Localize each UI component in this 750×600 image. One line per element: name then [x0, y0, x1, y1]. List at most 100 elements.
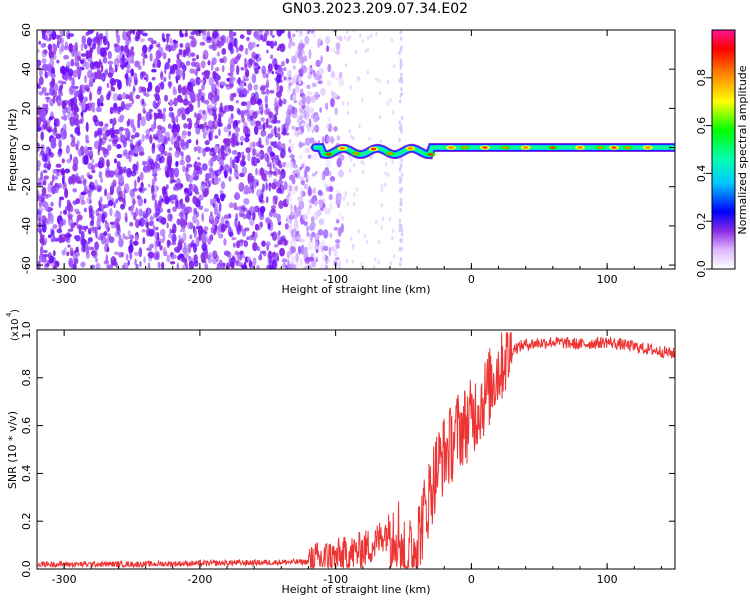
noise-cell: [217, 40, 222, 49]
noise-cell: [99, 196, 103, 204]
noise-cell: [313, 211, 320, 220]
noise-cell: [122, 233, 126, 239]
noise-cell: [169, 169, 174, 175]
noise-cell: [380, 225, 383, 230]
noise-cell: [138, 187, 144, 192]
noise-cell: [242, 264, 248, 269]
noise-cell: [286, 88, 291, 94]
noise-cell: [311, 173, 316, 177]
noise-cell: [399, 162, 403, 168]
noise-cell: [224, 220, 230, 229]
noise-cell: [188, 185, 192, 194]
noise-cell: [300, 163, 305, 169]
noise-cell: [212, 152, 217, 162]
noise-cell: [93, 61, 100, 68]
noise-cell: [140, 116, 146, 127]
noise-cell: [166, 222, 169, 229]
noise-cell: [248, 81, 252, 90]
snr-panel: -300 -200 -100 0 100 0.0 0.2 0.4 0.6 0.8 1.0 Heigh…: [5, 309, 676, 596]
noise-cell: [57, 34, 62, 45]
noise-cell: [331, 92, 338, 99]
noise-cell: [270, 205, 277, 210]
noise-cell: [303, 174, 308, 178]
noise-cell: [163, 37, 166, 42]
x-tick-label: -100: [323, 573, 348, 586]
noise-cell: [52, 43, 58, 53]
noise-cell: [400, 172, 404, 178]
noise-cell: [116, 223, 121, 232]
noise-cell: [324, 264, 329, 269]
noise-cell: [399, 30, 402, 35]
noise-cell: [217, 171, 222, 175]
noise-cell: [137, 139, 142, 146]
noise-cell: [281, 161, 287, 168]
noise-cell: [63, 209, 68, 215]
noise-cell: [94, 163, 98, 168]
noise-cell: [179, 30, 183, 38]
noise-cell: [80, 53, 86, 57]
noise-cell: [209, 128, 214, 134]
noise-cell: [252, 210, 256, 221]
noise-cell: [343, 35, 346, 40]
noise-cell: [175, 76, 179, 84]
noise-cell: [116, 144, 122, 149]
noise-cell: [300, 187, 304, 198]
noise-cell: [227, 72, 234, 76]
noise-cell: [138, 30, 143, 35]
noise-cell: [95, 106, 101, 113]
noise-cell: [218, 154, 222, 159]
noise-cell: [80, 84, 86, 95]
noise-cell: [88, 81, 94, 88]
noise-cell: [281, 60, 285, 67]
noise-cell: [287, 259, 290, 269]
noise-cell: [100, 177, 103, 184]
noise-cell: [335, 35, 342, 40]
noise-cell: [107, 233, 112, 240]
noise-cell: [267, 171, 273, 178]
noise-cell: [158, 145, 164, 153]
noise-cell: [148, 127, 152, 132]
noise-cell: [251, 51, 257, 59]
noise-cell: [162, 111, 166, 123]
noise-cell: [109, 190, 113, 196]
noise-cell: [152, 135, 159, 140]
noise-cell: [86, 37, 92, 47]
noise-cell: [44, 194, 49, 199]
noise-cell: [120, 137, 127, 143]
noise-cell: [243, 198, 250, 205]
noise-cell: [109, 207, 113, 217]
noise-cell: [47, 163, 52, 168]
noise-cell: [73, 112, 79, 122]
noise-cell: [205, 146, 211, 152]
noise-cell: [212, 197, 217, 204]
noise-cell: [117, 106, 124, 112]
noise-cell: [105, 130, 111, 137]
noise-cell: [198, 205, 204, 211]
noise-cell: [38, 91, 44, 96]
noise-cell: [256, 57, 262, 62]
noise-cell: [114, 43, 121, 53]
noise-cell: [228, 176, 232, 182]
noise-cell: [98, 203, 105, 213]
noise-cell: [359, 33, 362, 38]
noise-cell: [113, 129, 120, 135]
noise-cell: [381, 216, 385, 222]
noise-cell: [196, 162, 202, 167]
noise-cell: [44, 263, 50, 267]
tone-hotspot: [353, 152, 359, 155]
noise-cell: [323, 183, 329, 188]
snr-ylabel: SNR (10 * v/v): [6, 411, 19, 489]
noise-cell: [83, 178, 87, 187]
noise-cell: [375, 219, 378, 225]
noise-cell: [271, 70, 274, 75]
noise-cell: [107, 199, 114, 207]
noise-cell: [68, 85, 75, 96]
colorbar-tick-label: 0.4: [695, 165, 708, 183]
noise-cell: [287, 111, 292, 116]
noise-cell: [348, 129, 352, 134]
noise-cell: [183, 123, 188, 129]
noise-cell: [179, 253, 185, 259]
noise-cell: [375, 31, 378, 37]
noise-cell: [290, 204, 293, 214]
noise-cell: [262, 38, 266, 42]
